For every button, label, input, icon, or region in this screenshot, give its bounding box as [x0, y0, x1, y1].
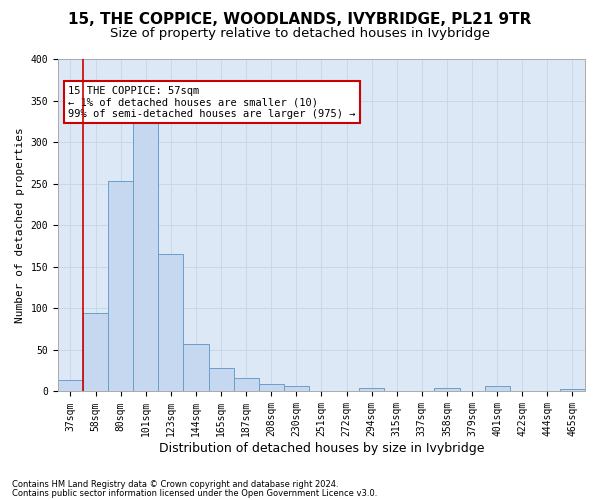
Bar	[233, 378, 259, 392]
Bar	[259, 384, 284, 392]
Bar	[485, 386, 510, 392]
Y-axis label: Number of detached properties: Number of detached properties	[15, 128, 25, 323]
Bar	[284, 386, 309, 392]
Bar	[133, 113, 158, 392]
Bar	[434, 388, 460, 392]
Text: Contains HM Land Registry data © Crown copyright and database right 2024.: Contains HM Land Registry data © Crown c…	[12, 480, 338, 489]
Text: 15 THE COPPICE: 57sqm
← 1% of detached houses are smaller (10)
99% of semi-detac: 15 THE COPPICE: 57sqm ← 1% of detached h…	[68, 86, 356, 119]
Text: Size of property relative to detached houses in Ivybridge: Size of property relative to detached ho…	[110, 28, 490, 40]
Bar	[108, 181, 133, 392]
X-axis label: Distribution of detached houses by size in Ivybridge: Distribution of detached houses by size …	[159, 442, 484, 455]
Bar	[158, 254, 184, 392]
Bar	[83, 312, 108, 392]
Text: 15, THE COPPICE, WOODLANDS, IVYBRIDGE, PL21 9TR: 15, THE COPPICE, WOODLANDS, IVYBRIDGE, P…	[68, 12, 532, 28]
Bar	[560, 389, 585, 392]
Bar	[209, 368, 233, 392]
Bar	[184, 344, 209, 392]
Bar	[58, 380, 83, 392]
Bar	[359, 388, 384, 392]
Text: Contains public sector information licensed under the Open Government Licence v3: Contains public sector information licen…	[12, 489, 377, 498]
